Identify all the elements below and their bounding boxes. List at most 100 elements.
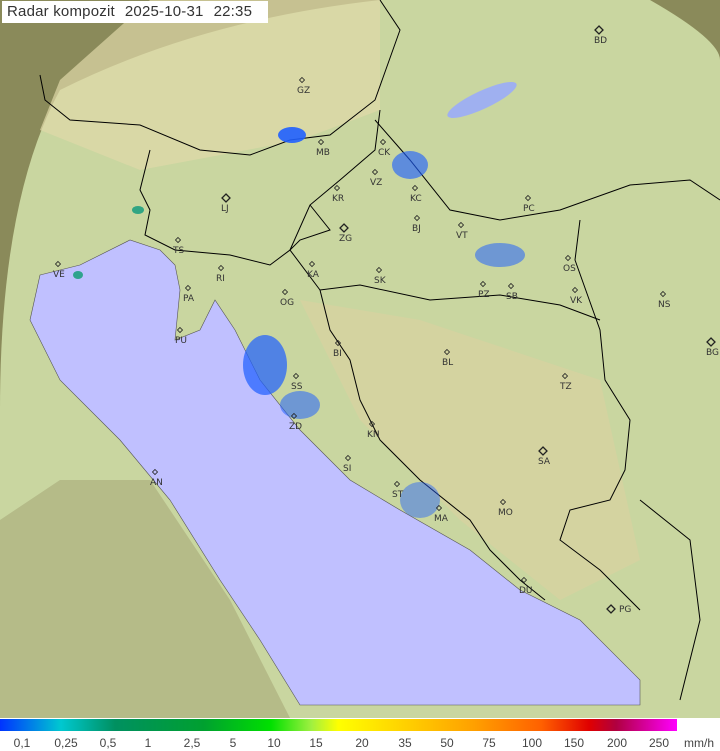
capital-marker-icon bbox=[706, 337, 716, 347]
legend-unit: mm/h bbox=[684, 736, 714, 750]
city-lj: LJ bbox=[221, 193, 231, 214]
city-sb: SB bbox=[506, 282, 518, 302]
city-label: ZG bbox=[339, 234, 352, 244]
city-marker-icon bbox=[281, 288, 289, 296]
city-marker-icon bbox=[308, 260, 316, 268]
city-st: ST bbox=[392, 480, 404, 500]
city-label: TZ bbox=[559, 382, 572, 392]
city-sa: SA bbox=[538, 446, 551, 467]
city-marker-icon bbox=[411, 184, 419, 192]
city-ka: KA bbox=[307, 260, 320, 280]
radar-map[interactable]: BD GZ MB CK VZ KR KC LJ ZG BJ VT PC TS KA SK OS PZ SB VK NS… bbox=[0, 0, 720, 718]
city-ck: CK bbox=[378, 138, 391, 158]
city-marker-icon bbox=[54, 260, 62, 268]
city-zg: ZG bbox=[339, 223, 352, 244]
city-label: LJ bbox=[221, 204, 229, 214]
city-label: AN bbox=[150, 478, 163, 488]
legend-label: 200 bbox=[606, 736, 628, 750]
legend-labels: 0,1 0,25 0,5 1 2,5 5 10 15 20 35 50 75 100 150 200 250 m… bbox=[0, 736, 720, 751]
city-marker-icon bbox=[333, 184, 341, 192]
city-bl: BL bbox=[442, 348, 453, 368]
city-marker-icon bbox=[290, 412, 298, 420]
city-pc: PC bbox=[523, 194, 535, 214]
city-bj: BJ bbox=[412, 214, 421, 234]
city-label: SK bbox=[374, 276, 387, 286]
legend-label: 10 bbox=[267, 736, 281, 750]
city-kn: KN bbox=[367, 420, 380, 440]
city-ts: TS bbox=[172, 236, 184, 256]
legend-label: 150 bbox=[563, 736, 585, 750]
legend-label: 20 bbox=[355, 736, 369, 750]
city-vz: VZ bbox=[370, 168, 382, 188]
city-label: PU bbox=[175, 336, 187, 346]
city-label: VE bbox=[53, 270, 65, 280]
city-marker-icon bbox=[499, 498, 507, 506]
city-sk: SK bbox=[374, 266, 387, 286]
radar-echoes bbox=[73, 127, 525, 518]
city-label: MB bbox=[316, 148, 330, 158]
city-ma: MA bbox=[434, 504, 449, 524]
city-marker-icon bbox=[571, 286, 579, 294]
city-vk: VK bbox=[570, 286, 583, 306]
city-label: OS bbox=[563, 264, 576, 274]
capital-marker-icon bbox=[221, 193, 231, 203]
city-marker-icon bbox=[479, 280, 487, 288]
legend-label: 35 bbox=[398, 736, 412, 750]
city-label: PA bbox=[183, 294, 195, 304]
city-label: PZ bbox=[478, 290, 490, 300]
city-label: SA bbox=[538, 457, 551, 467]
city-vt: VT bbox=[456, 221, 468, 241]
legend-label: 100 bbox=[521, 736, 543, 750]
city-marker-icon bbox=[368, 420, 376, 428]
capital-marker-icon bbox=[538, 446, 548, 456]
city-label: SS bbox=[291, 382, 303, 392]
city-label: MA bbox=[434, 514, 449, 524]
legend-label: 1 bbox=[144, 736, 152, 750]
capital-marker-icon bbox=[606, 604, 616, 614]
precipitation-color-scale bbox=[0, 719, 677, 731]
title-text: Radar kompozit bbox=[7, 3, 115, 20]
city-marker-icon bbox=[507, 282, 515, 290]
apennines-terrain bbox=[0, 480, 290, 718]
legend-label: 2,5 bbox=[183, 736, 201, 750]
city-marker-icon bbox=[217, 264, 225, 272]
city-bi: BI bbox=[333, 339, 342, 359]
city-label: BG bbox=[706, 348, 719, 358]
city-label: ST bbox=[392, 490, 404, 500]
title-time: 22:35 bbox=[213, 3, 253, 20]
city-marker-icon bbox=[561, 372, 569, 380]
city-marker-icon bbox=[520, 576, 528, 584]
city-label: KA bbox=[307, 270, 320, 280]
city-label: BI bbox=[333, 349, 342, 359]
city-label: NS bbox=[658, 300, 671, 310]
city-os: OS bbox=[563, 254, 576, 274]
city-an: AN bbox=[150, 468, 163, 488]
city-marker-icon bbox=[174, 236, 182, 244]
adriatic-sea bbox=[29, 239, 641, 706]
city-label: OG bbox=[280, 298, 294, 308]
city-label: KC bbox=[410, 194, 422, 204]
legend-label: 5 bbox=[229, 736, 237, 750]
city-markers: BD GZ MB CK VZ KR KC LJ ZG BJ VT PC TS KA SK OS PZ SB VK NS… bbox=[53, 25, 719, 615]
city-label: BD bbox=[594, 36, 607, 46]
city-label: PG bbox=[619, 605, 631, 615]
city-marker-icon bbox=[443, 348, 451, 356]
capital-marker-icon bbox=[594, 25, 604, 35]
city-label: PC bbox=[523, 204, 535, 214]
city-label: SI bbox=[343, 464, 351, 474]
legend-label: 0,1 bbox=[13, 736, 31, 750]
city-bg: BG bbox=[706, 337, 719, 358]
city-marker-icon bbox=[176, 326, 184, 334]
city-label: BJ bbox=[412, 224, 421, 234]
legend-label: 50 bbox=[440, 736, 454, 750]
city-si: SI bbox=[343, 454, 351, 474]
city-gz: GZ bbox=[297, 76, 310, 96]
city-tz: TZ bbox=[559, 372, 572, 392]
city-pa: PA bbox=[183, 284, 195, 304]
city-marker-icon bbox=[659, 290, 667, 298]
capital-marker-icon bbox=[339, 223, 349, 233]
city-marker-icon bbox=[317, 138, 325, 146]
city-marker-icon bbox=[371, 168, 379, 176]
city-kc: KC bbox=[410, 184, 422, 204]
city-pz: PZ bbox=[478, 280, 490, 300]
